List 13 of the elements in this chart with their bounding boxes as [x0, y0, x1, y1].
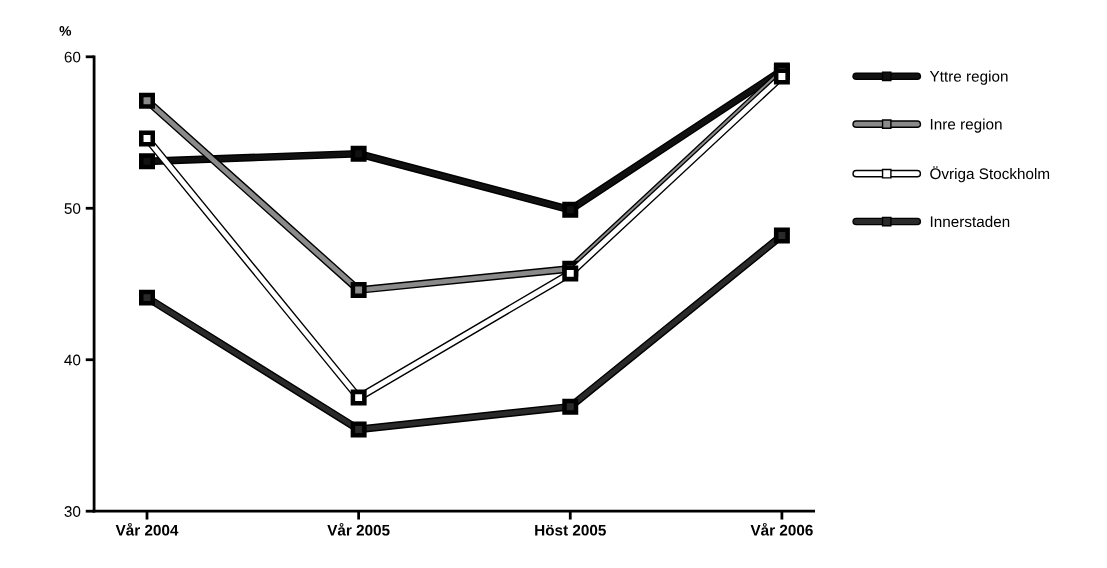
y-tick-label: 50 — [64, 203, 81, 214]
y-tick-label: 40 — [64, 354, 81, 366]
legend-label: Övriga Stockholm — [930, 166, 1050, 183]
legend-label: Innerstaden — [930, 215, 1010, 228]
y-axis-title: % — [59, 26, 72, 36]
x-tick-label: Vår 2004 — [115, 522, 179, 536]
legend-label: Yttre region — [929, 70, 1008, 85]
x-tick-label: Vår 2005 — [327, 522, 390, 536]
legend-label: Inre region — [930, 118, 1002, 133]
y-tick-label: 30 — [64, 506, 81, 517]
y-tick-label: 60 — [64, 51, 81, 63]
x-tick-label: Höst 2005 — [535, 524, 606, 536]
x-tick-label: Vår 2006 — [750, 522, 813, 536]
